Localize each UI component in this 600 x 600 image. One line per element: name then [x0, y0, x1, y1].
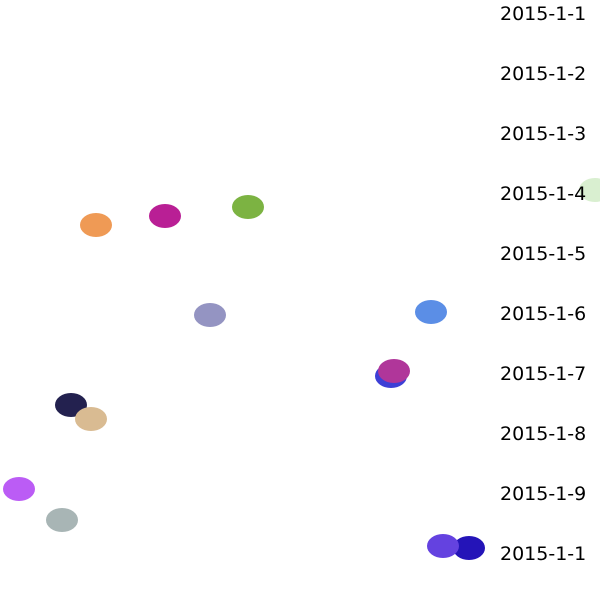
data-point-10 [75, 407, 107, 431]
data-point-5 [194, 303, 226, 327]
data-point-2 [80, 213, 112, 237]
tick-label-10: 2015-1-1 [500, 543, 586, 565]
tick-label-4: 2015-1-4 [500, 183, 586, 205]
data-point-11 [3, 477, 35, 501]
tick-label-6: 2015-1-6 [500, 303, 586, 325]
data-point-8 [378, 359, 410, 383]
tick-label-8: 2015-1-8 [500, 423, 586, 445]
data-point-9 [55, 393, 87, 417]
tick-label-2: 2015-1-2 [500, 63, 586, 85]
data-point-6 [415, 300, 447, 324]
tick-label-7: 2015-1-7 [500, 363, 586, 385]
tick-labels: 2015-1-1 2015-1-2 2015-1-3 2015-1-4 2015-1-5… [500, 3, 586, 565]
data-point-4 [232, 195, 264, 219]
tick-label-9: 2015-1-9 [500, 483, 586, 505]
data-point-12 [46, 508, 78, 532]
data-point-14 [427, 534, 459, 558]
tick-label-3: 2015-1-3 [500, 123, 586, 145]
data-point-1 [579, 178, 600, 202]
points-layer [3, 178, 600, 560]
tick-label-1: 2015-1-1 [500, 3, 586, 25]
tick-label-5: 2015-1-5 [500, 243, 586, 265]
data-point-3 [149, 204, 181, 228]
data-point-13 [453, 536, 485, 560]
